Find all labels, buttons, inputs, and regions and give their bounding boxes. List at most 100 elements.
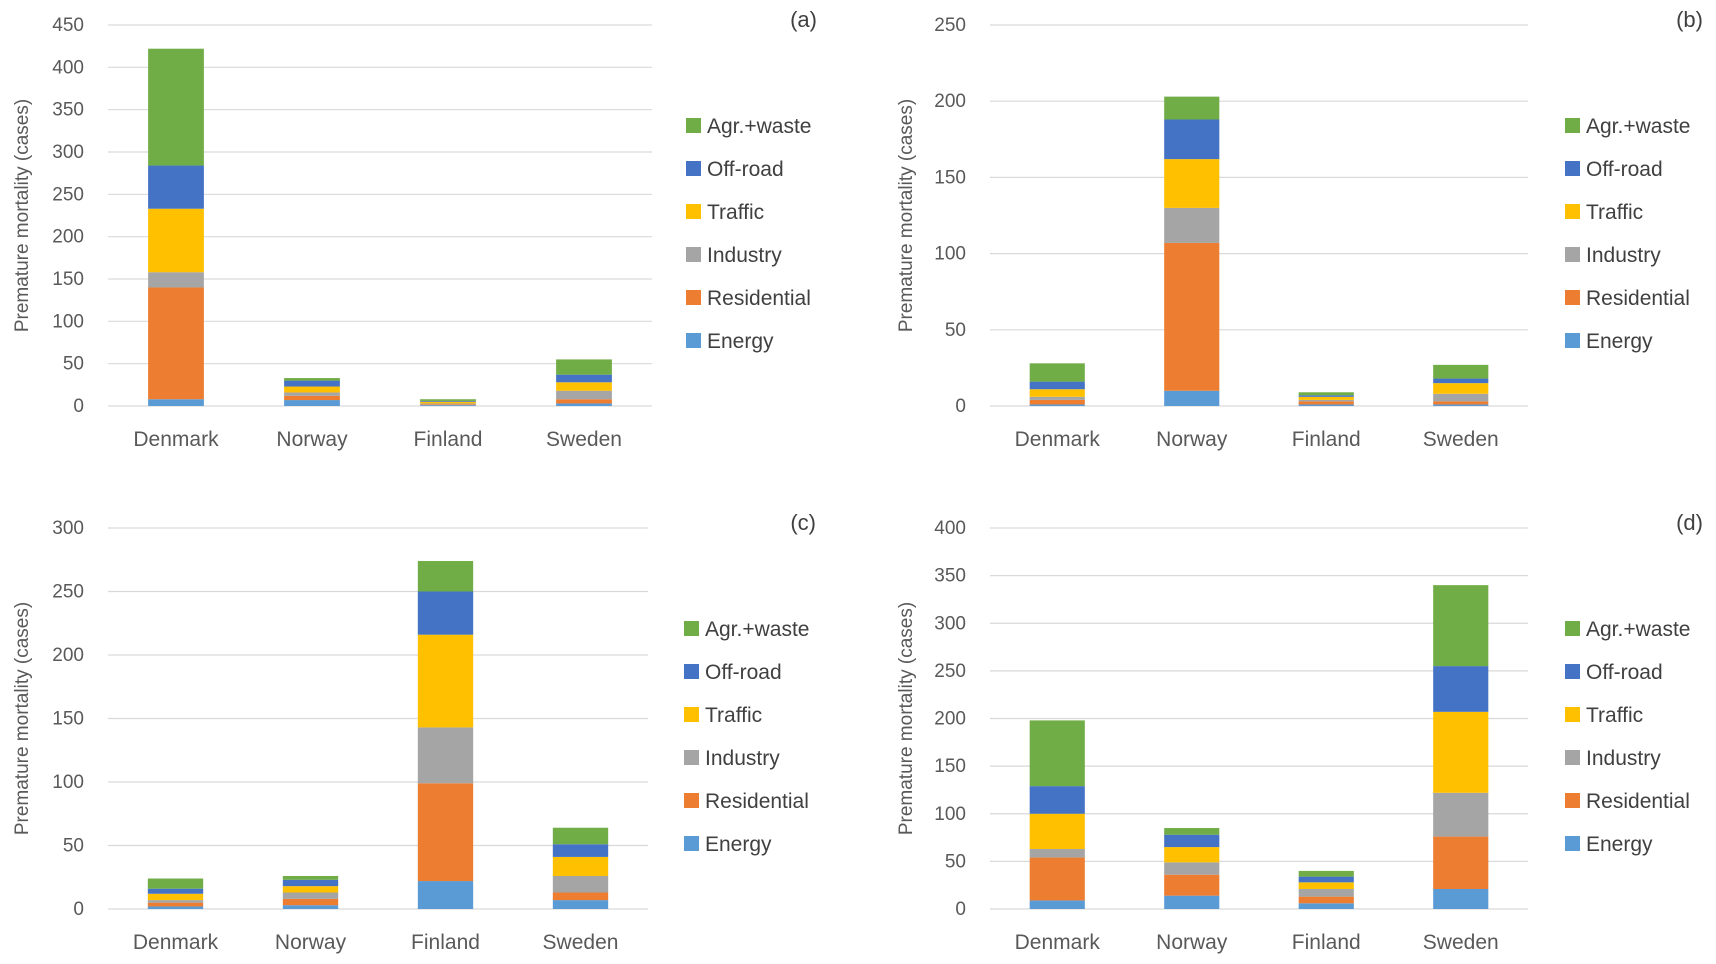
legend-swatch-energy [684,836,699,851]
bar-segment-off-road-norway [1164,834,1220,848]
bar-segment-energy-finland [420,405,476,406]
y-tick-label: 200 [52,645,84,666]
y-tick-label: 300 [52,518,84,539]
legend-label-agr-waste: Agr.+waste [1586,618,1690,641]
bar-segment-energy-denmark [147,906,204,909]
bar-segment-industry-denmark [147,900,204,903]
bar-segment-agr-waste-denmark [1029,720,1085,787]
y-tick-label: 250 [934,15,966,36]
legend-label-residential: Residential [705,790,809,813]
y-tick-label: 100 [52,311,84,332]
bar-segment-agr-waste-denmark [148,48,204,166]
y-tick-label: 200 [934,709,966,730]
x-tick-label: Finland [1292,931,1361,954]
bar-segment-industry-sweden [556,390,612,400]
y-tick-label: 150 [52,269,84,290]
x-tick-label: Denmark [1015,428,1101,451]
bar-segment-energy-denmark [148,399,204,406]
bar-segment-residential-denmark [1029,399,1085,405]
chart-panel-4: 0 50 100 150 200 250 300 350 400 Premature mortal… [896,510,1703,954]
y-tick-label: 100 [934,804,966,825]
legend-swatch-energy [1565,333,1580,348]
legend-swatch-off-road [684,664,699,679]
bar-segment-energy-finland [1298,404,1354,406]
x-tick-label: Sweden [1423,931,1499,954]
legend-label-agr-waste: Agr.+waste [707,115,811,138]
legend-swatch-agr-waste [1565,118,1580,133]
y-axis-label: Premature mortality (cases) [896,99,917,332]
bar-segment-off-road-denmark [148,165,204,209]
legend-label-off-road: Off-road [707,158,784,181]
y-tick-label: 250 [52,582,84,603]
bar-segment-industry-sweden [1433,792,1489,837]
x-tick-label: Finland [1292,428,1361,451]
bar-segment-industry-denmark [148,272,204,288]
legend: Agr.+waste Off-road Traffic Industry Residen… [1565,115,1690,353]
legend: Agr.+waste Off-road Traffic Industry Residen… [1565,618,1690,856]
y-tick-label: 350 [52,100,84,121]
legend-swatch-off-road [686,161,701,176]
legend-label-industry: Industry [707,244,782,267]
y-tick-label: 400 [52,57,84,78]
bar-segment-residential-finland [1298,401,1354,405]
bar-segment-energy-sweden [1433,888,1489,909]
x-tick-label: Norway [276,428,348,451]
legend-swatch-industry [686,247,701,262]
legend-label-traffic: Traffic [705,704,762,727]
legend-swatch-residential [1565,793,1580,808]
y-tick-label: 400 [934,518,966,539]
y-tick-label: 150 [934,756,966,777]
y-tick-label: 300 [52,142,84,163]
chart-panel-1: 0 50 100 150 200 250 300 350 400 450 Premature mor… [12,7,817,451]
y-tick-label: 0 [73,396,84,417]
bar-segment-traffic-finland [1298,396,1354,400]
bar-segment-traffic-sweden [1433,383,1489,394]
bar-segment-agr-waste-finland [417,561,474,592]
y-tick-label: 200 [934,91,966,112]
bar-segment-agr-waste-finland [420,399,476,401]
legend-swatch-agr-waste [1565,621,1580,636]
legend-label-residential: Residential [707,287,811,310]
y-tick-label: 150 [52,709,84,730]
legend-label-residential: Residential [1586,790,1690,813]
bar-segment-agr-waste-norway [1164,828,1220,835]
bar-segment-residential-norway [284,395,340,401]
y-tick-label: 150 [934,167,966,188]
bar-segment-agr-waste-denmark [1029,363,1085,382]
bar-segment-agr-waste-norway [282,875,339,880]
bar-segment-off-road-norway [282,879,339,887]
bar-segment-agr-waste-sweden [1433,585,1489,667]
bar-segment-traffic-norway [1164,847,1220,863]
bar-segment-agr-waste-sweden [1433,364,1489,379]
bar-segment-traffic-denmark [1029,389,1085,397]
bar-segment-traffic-norway [1164,159,1220,208]
legend-label-industry: Industry [1586,747,1661,770]
bar-segment-agr-waste-finland [1298,392,1354,396]
bar-segment-off-road-denmark [147,888,204,894]
panel-label: (b) [1676,7,1703,32]
bar-segment-agr-waste-sweden [552,827,609,845]
bar-segment-off-road-finland [1298,876,1354,883]
bar-segment-off-road-sweden [1433,378,1489,384]
bar-segment-industry-finland [1298,399,1354,402]
bar-segment-energy-denmark [1029,404,1085,406]
x-tick-label: Finland [414,428,483,451]
panel-label: (a) [790,7,817,32]
legend-label-off-road: Off-road [1586,661,1663,684]
legend-swatch-energy [686,333,701,348]
chart-panel-2: 0 50 100 150 200 250 Premature mortality (case… [896,7,1703,451]
bar-segment-residential-denmark [147,902,204,907]
legend-label-industry: Industry [705,747,780,770]
legend: Agr.+waste Off-road Traffic Industry Residen… [684,618,809,856]
panel-label: (c) [790,510,816,535]
legend: Agr.+waste Off-road Traffic Industry Residen… [686,115,811,353]
bar-segment-residential-sweden [1433,401,1489,405]
bar-segment-industry-norway [282,892,339,899]
bar-segment-agr-waste-denmark [147,878,204,889]
chart-panel-3: 0 50 100 150 200 250 300 Premature mortality (c… [12,510,816,954]
legend-label-off-road: Off-road [1586,158,1663,181]
legend-swatch-traffic [1565,204,1580,219]
bar-segment-residential-finland [1298,896,1354,904]
legend-swatch-energy [1565,836,1580,851]
